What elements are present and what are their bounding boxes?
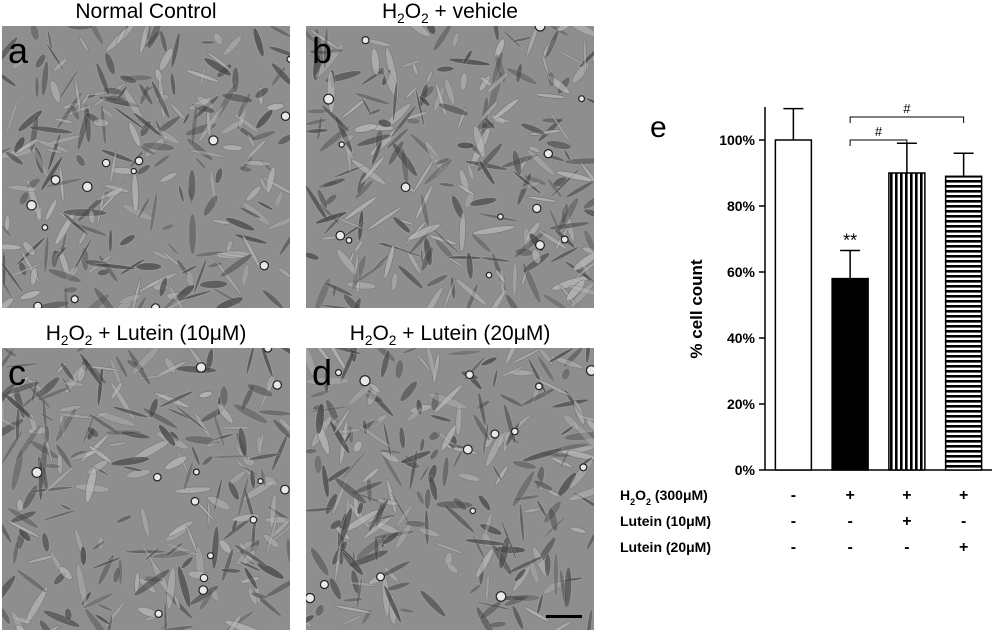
y-tick-label: 60% — [727, 264, 756, 280]
y-tick-label: 20% — [727, 396, 756, 412]
panel-c-title: H2O2 + Lutein (10μM) — [45, 322, 247, 349]
treatment-label: H2O2 (300μM) — [620, 487, 708, 507]
bar-4 — [944, 175, 983, 471]
panel-letter-c: c — [8, 352, 26, 393]
micrograph-d: d — [306, 348, 594, 630]
treatment-label: Lutein (10μM) — [620, 513, 711, 529]
panel-letter-d: d — [312, 352, 333, 393]
y-tick-label: 100% — [719, 132, 755, 148]
treatment-sign: - — [961, 513, 966, 530]
panel-letter-a: a — [8, 30, 29, 71]
comparison-label: # — [875, 124, 883, 139]
treatment-sign: + — [959, 487, 968, 504]
panel-letter-b: b — [312, 30, 333, 71]
treatment-sign: - — [847, 539, 852, 556]
panel-d-title: H2O2 + Lutein (20μM) — [349, 322, 551, 349]
y-tick-label: 40% — [727, 330, 756, 346]
panel-a-title: Normal Control — [75, 0, 217, 23]
panel-b-title: H2O2 + vehicle — [381, 0, 518, 27]
bar-1 — [774, 139, 813, 471]
bar-3 — [888, 172, 926, 471]
bar-chart: e % cell count 0% 20% 40% 60% 80% 100% ** # # H2O2 … — [620, 101, 992, 556]
treatment-sign: + — [902, 487, 911, 504]
y-axis-label: % cell count — [687, 259, 706, 359]
treatment-sign: + — [845, 487, 854, 504]
comparison-bracket — [849, 116, 965, 123]
comparison-label: # — [903, 101, 911, 116]
panel-letter-e: e — [650, 111, 667, 144]
treatment-sign: - — [791, 487, 796, 504]
treatment-sign: - — [847, 513, 852, 530]
micrograph-a: a — [2, 26, 290, 308]
treatment-sign: - — [791, 539, 796, 556]
y-tick-label: 0% — [735, 462, 756, 478]
treatment-sign: - — [791, 513, 796, 530]
micrograph-b: b — [306, 26, 594, 308]
y-tick-label: 80% — [727, 198, 756, 214]
significance-label: ** — [843, 231, 857, 251]
scale-bar — [546, 615, 582, 618]
treatment-label: Lutein (20μM) — [620, 539, 711, 555]
treatment-sign: + — [959, 539, 968, 556]
comparison-bracket — [849, 139, 908, 146]
micrograph-c: c — [2, 348, 290, 630]
treatment-sign: - — [904, 539, 909, 556]
treatment-sign: + — [902, 513, 911, 530]
bar-2 — [831, 277, 869, 471]
